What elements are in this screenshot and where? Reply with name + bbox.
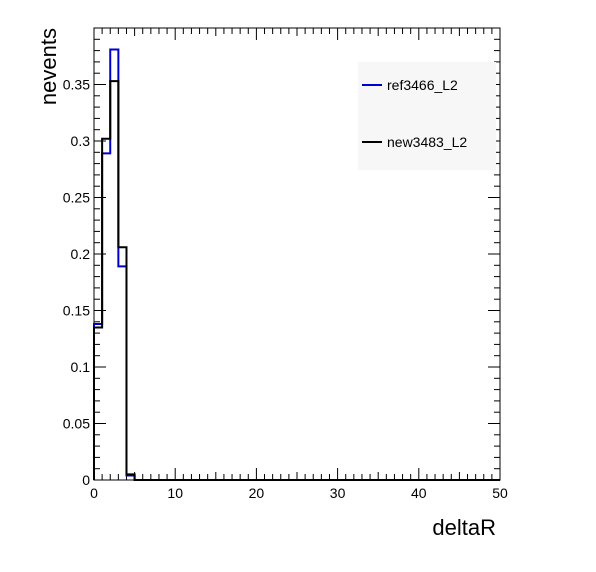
y-axis-label: nevents: [36, 28, 61, 105]
y-axis-tick-labels: 0 0.05 0.1 0.15 0.2 0.25 0.3 0.35: [63, 77, 90, 489]
y-tick-label: 0.25: [63, 190, 90, 206]
legend-box: [358, 62, 496, 170]
x-tick-label: 30: [330, 485, 346, 501]
legend-label-series-1: ref3466_L2: [387, 77, 458, 93]
x-tick-label: 50: [492, 485, 508, 501]
x-axis-label: deltaR: [432, 515, 496, 540]
x-tick-label: 0: [90, 485, 98, 501]
x-axis-tick-labels: 0 10 20 30 40 50: [90, 485, 508, 501]
legend: ref3466_L2 new3483_L2: [358, 62, 496, 170]
x-tick-label: 10: [167, 485, 183, 501]
x-tick-label: 40: [411, 485, 427, 501]
x-tick-label: 20: [249, 485, 265, 501]
series-layer: [93, 48, 500, 481]
y-tick-label: 0.05: [63, 416, 90, 432]
y-tick-label: 0.2: [71, 246, 91, 262]
legend-label-series-2: new3483_L2: [387, 134, 467, 150]
y-tick-label: 0.35: [63, 77, 90, 93]
y-tick-label: 0: [82, 472, 90, 488]
series-2-histogram: [93, 80, 500, 481]
y-tick-label: 0.3: [71, 133, 91, 149]
y-tick-label: 0.1: [71, 359, 91, 375]
y-tick-label: 0.15: [63, 303, 90, 319]
